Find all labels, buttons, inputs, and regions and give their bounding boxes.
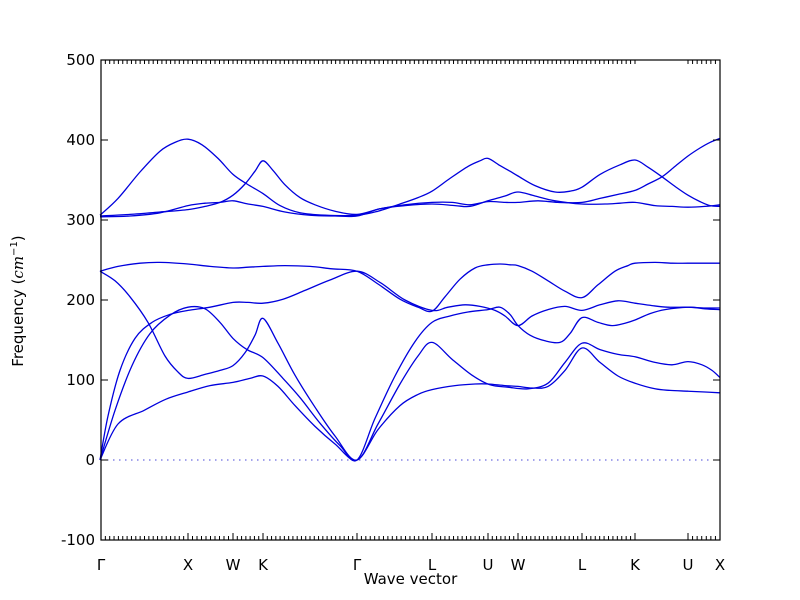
x-tick-label: U [483, 556, 494, 574]
y-tick-label: -100 [61, 531, 95, 549]
x-tick-label: K [630, 556, 641, 574]
band-6-upper-optical-dome [99, 138, 721, 217]
x-tick-label: L [578, 556, 587, 574]
band-4-mid [99, 270, 721, 461]
x-tick-label: Γ [353, 556, 362, 574]
band-7-upper-optical [99, 137, 721, 217]
x-tick-label: X [715, 556, 725, 574]
x-axis-label: Wave vector [363, 570, 458, 588]
x-tick-label: W [511, 556, 526, 574]
y-axis-label: Frequency (cm−1) [9, 171, 27, 431]
band-1-transverse-acoustic [99, 347, 721, 461]
x-tick-label: X [183, 556, 193, 574]
x-tick-label: Γ [97, 556, 106, 574]
y-tick-label: 500 [66, 51, 95, 69]
band-5-flat-optical [99, 261, 720, 313]
band-2-lower-optical [99, 270, 721, 461]
x-tick-label: U [683, 556, 694, 574]
band-8-upper-optical-flat [99, 191, 721, 218]
y-tick-label: 400 [66, 131, 95, 149]
y-tick-label: 300 [66, 211, 95, 229]
y-axis-label-exponent: −1 [9, 241, 20, 256]
y-tick-label: 100 [66, 371, 95, 389]
y-axis-label-unit: cm [9, 255, 27, 279]
axes-spines [100, 59, 721, 541]
x-tick-label: L [428, 556, 437, 574]
band-3-longitudinal-acoustic [99, 305, 721, 462]
y-tick-label: 200 [66, 291, 95, 309]
y-tick-label: 0 [85, 451, 95, 469]
y-axis-label-suffix: ) [9, 235, 27, 242]
x-tick-label: W [226, 556, 241, 574]
x-tick-label: K [258, 556, 269, 574]
y-axis-label-prefix: Frequency ( [9, 278, 27, 367]
